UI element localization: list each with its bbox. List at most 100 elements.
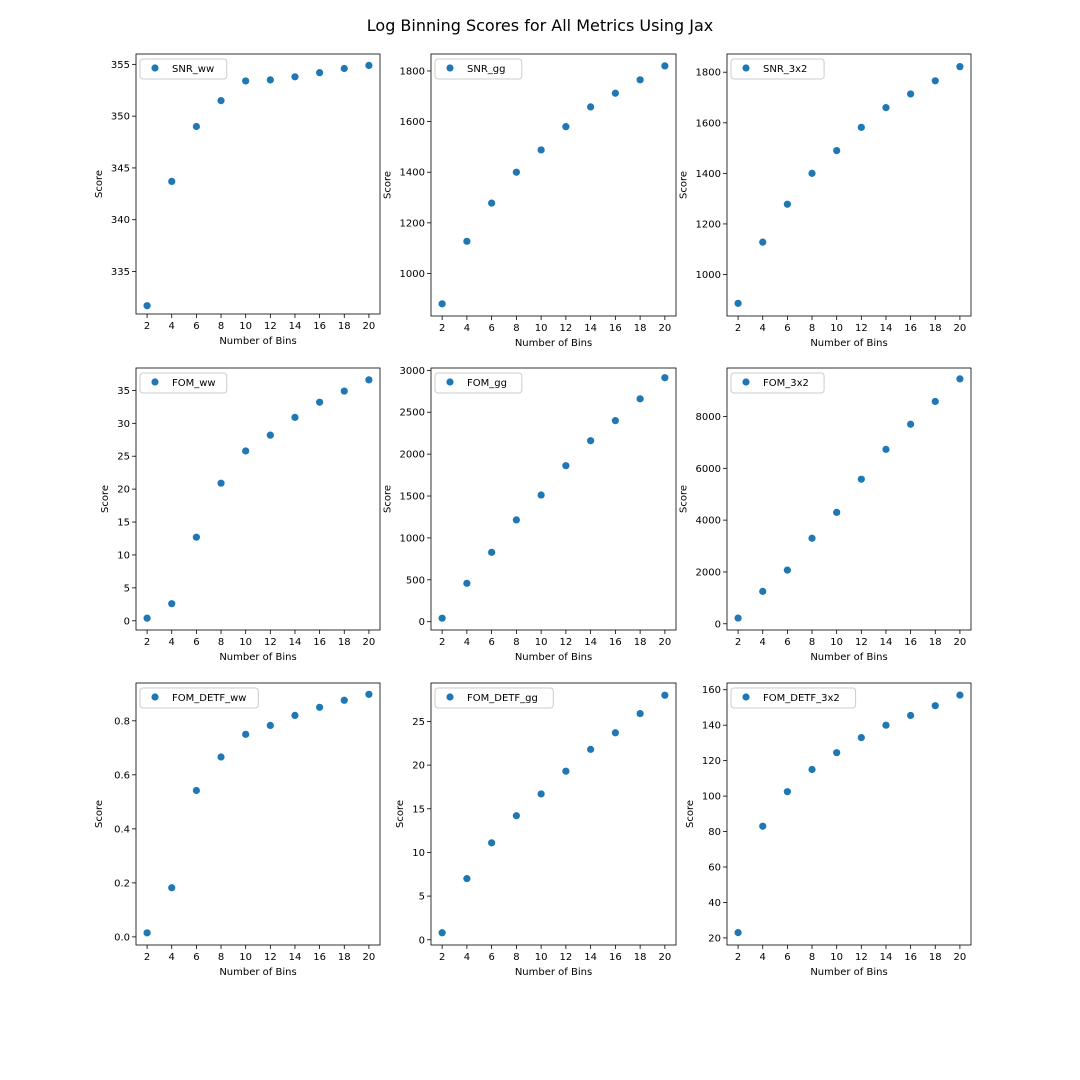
data-point — [734, 299, 742, 307]
x-tick-label: 8 — [809, 323, 815, 334]
y-tick-label: 35 — [117, 386, 130, 397]
data-point — [931, 702, 939, 710]
x-tick-label: 2 — [735, 637, 741, 648]
y-axis-label: Score — [100, 485, 111, 513]
data-point — [931, 77, 939, 85]
data-point — [365, 61, 373, 69]
x-tick-label: 12 — [560, 952, 573, 963]
data-point — [143, 302, 151, 310]
x-tick-label: 4 — [464, 323, 470, 334]
data-point — [217, 97, 225, 105]
y-tick-label: 355 — [111, 60, 130, 71]
x-tick-label: 14 — [289, 321, 302, 332]
subplot: 2 4 6 8 10 12 14 16 18 20 335 340 345 350 355 Number of… — [94, 53, 381, 347]
y-tick-label: 1400 — [696, 169, 721, 180]
x-tick-label: 4 — [760, 323, 766, 334]
legend-label: SNR_3x2 — [763, 64, 807, 75]
legend: FOM_DETF_ww — [139, 687, 259, 709]
y-tick-label: 350 — [111, 112, 130, 123]
x-tick-label: 10 — [535, 323, 548, 334]
data-point — [168, 177, 176, 186]
x-tick-label: 2 — [439, 952, 445, 963]
legend-box — [434, 687, 554, 709]
y-tick-label: 0.6 — [114, 770, 130, 781]
x-tick-label: 20 — [363, 321, 376, 332]
legend-marker — [446, 693, 454, 701]
data-point — [438, 929, 446, 937]
data-point — [611, 729, 619, 737]
y-tick-label: 0.2 — [114, 878, 130, 889]
legend-label: FOM_gg — [467, 378, 507, 389]
data-point — [857, 733, 865, 742]
x-tick-label: 16 — [609, 323, 622, 334]
data-point — [636, 395, 644, 403]
y-tick-label: 0 — [419, 935, 425, 946]
axes-frame — [726, 367, 972, 631]
axes-frame — [135, 682, 381, 946]
data-point — [365, 376, 373, 384]
data-point — [512, 516, 520, 524]
y-tick-label: 1200 — [696, 219, 721, 230]
x-tick-label: 14 — [289, 637, 302, 648]
x-tick-label: 20 — [658, 637, 671, 648]
data-point — [661, 691, 669, 699]
legend-marker — [742, 693, 750, 701]
x-axis-label: Number of Bins — [515, 652, 592, 663]
legend-box — [139, 58, 228, 80]
y-tick-label: 500 — [406, 575, 425, 586]
data-point — [291, 73, 299, 81]
data-point — [463, 579, 471, 587]
legend-marker — [742, 378, 750, 386]
x-axis-label: Number of Bins — [219, 967, 296, 978]
x-axis-label: Number of Bins — [219, 336, 296, 347]
x-tick-label: 14 — [289, 952, 302, 963]
data-point — [266, 721, 274, 730]
y-tick-label: 20 — [708, 933, 721, 944]
y-tick-label: 5 — [419, 892, 425, 903]
x-tick-label: 10 — [239, 321, 252, 332]
x-tick-label: 16 — [313, 637, 326, 648]
y-axis-label: Score — [382, 485, 393, 513]
x-tick-label: 20 — [363, 637, 376, 648]
y-tick-label: 20 — [412, 761, 425, 772]
legend-label: FOM_ww — [172, 378, 216, 389]
data-point — [857, 123, 865, 131]
x-tick-label: 8 — [218, 321, 224, 332]
x-tick-label: 20 — [954, 952, 967, 963]
data-point — [759, 587, 767, 595]
x-tick-label: 6 — [488, 637, 494, 648]
y-tick-label: 100 — [702, 792, 721, 803]
y-tick-label: 1600 — [696, 118, 721, 129]
x-tick-label: 4 — [169, 952, 175, 963]
x-tick-label: 18 — [634, 637, 647, 648]
y-tick-label: 15 — [412, 804, 425, 815]
y-axis-label: Score — [678, 171, 689, 199]
y-tick-label: 20 — [117, 485, 130, 496]
legend-label: FOM_3x2 — [763, 378, 809, 389]
y-axis-label: Score — [382, 171, 393, 199]
x-tick-label: 12 — [560, 637, 573, 648]
x-tick-label: 4 — [464, 952, 470, 963]
data-point — [217, 753, 225, 761]
x-tick-label: 18 — [338, 321, 351, 332]
y-tick-label: 4000 — [696, 516, 721, 527]
y-tick-label: 1800 — [696, 68, 721, 79]
x-tick-label: 4 — [760, 952, 766, 963]
legend: SNR_ww — [139, 58, 228, 80]
y-tick-label: 80 — [708, 827, 721, 838]
x-tick-label: 16 — [609, 952, 622, 963]
data-point — [340, 387, 348, 395]
x-tick-label: 6 — [193, 321, 199, 332]
data-point — [907, 711, 915, 720]
y-tick-label: 25 — [412, 717, 425, 728]
x-axis-label: Number of Bins — [515, 338, 592, 349]
data-point — [340, 696, 348, 704]
axes-frame — [430, 367, 677, 631]
x-tick-label: 20 — [954, 637, 967, 648]
data-point — [636, 709, 644, 718]
data-point — [907, 420, 915, 428]
y-tick-label: 2000 — [400, 450, 425, 461]
y-tick-label: 5 — [124, 583, 130, 594]
data-point — [759, 238, 767, 246]
data-point — [587, 103, 595, 111]
